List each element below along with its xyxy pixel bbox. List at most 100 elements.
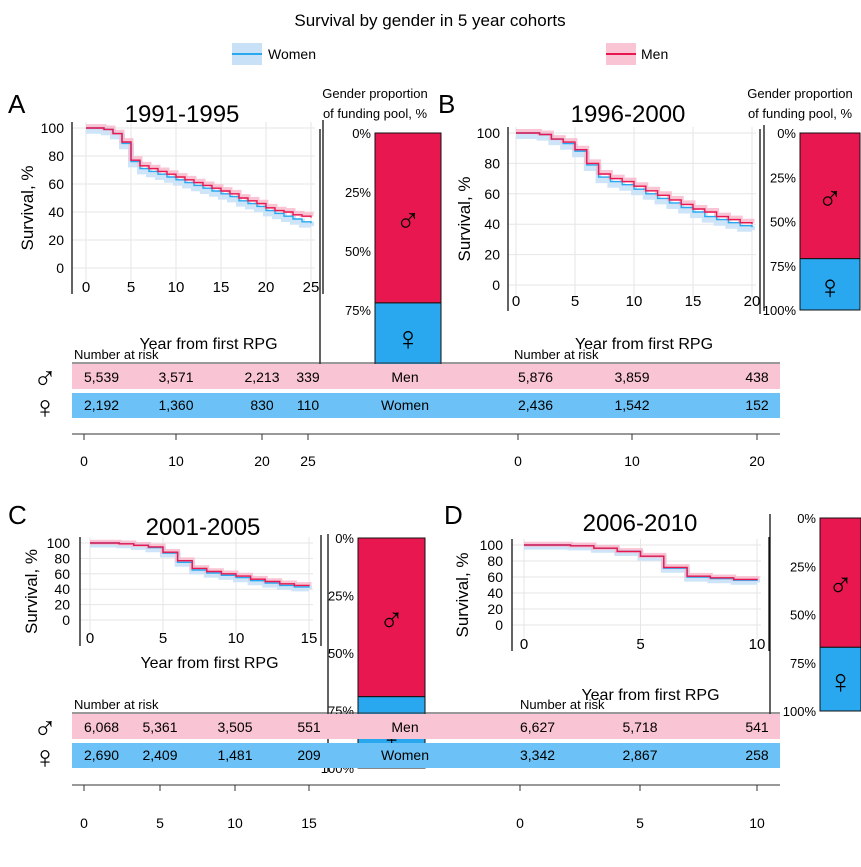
x-tick-label: 10 (228, 630, 245, 647)
legend-women-label: Women (268, 46, 316, 62)
panel-cohort-title: 1991-1995 (125, 101, 240, 128)
male-symbol: ♂ (817, 180, 843, 218)
risk-axis-tick-label: 10 (168, 453, 184, 469)
risk-table-2: ♂♀ Men Women Number at risk 6,068 5,361 3,505 5… (33, 697, 780, 831)
men-ci-band (524, 541, 760, 582)
y-tick-label: 60 (48, 176, 64, 192)
risk-row-women-label: Women (381, 397, 429, 413)
proportion-label: of funding pool, % (323, 106, 428, 121)
risk-cell-men: 541 (745, 719, 769, 735)
x-axis-label: Year from first RPG (575, 336, 713, 353)
panel-cohort-title: 1996-2000 (571, 101, 686, 128)
y-tick-label: 20 (487, 601, 503, 617)
x-tick-label: 20 (258, 279, 275, 296)
proportion-tick-label: 0% (777, 126, 796, 141)
panel-a: A 1991-1995 0 5 10 15 20 25 0 20 40 60 80 100 Year fro… (8, 86, 442, 377)
risk-row-women-label: Women (381, 747, 429, 763)
x-tick-label: 5 (127, 279, 135, 296)
risk-cell-men: 551 (297, 719, 321, 735)
y-axis-label: Survival, % (453, 552, 472, 637)
y-axis-label: Survival, % (22, 549, 41, 634)
female-symbol: ♀ (828, 663, 854, 701)
risk-cell-men: 438 (745, 369, 769, 385)
x-axis-label: Year from first RPG (140, 655, 278, 672)
y-tick-label: 100 (480, 537, 504, 553)
y-tick-label: 80 (54, 550, 70, 566)
x-tick-label: 10 (749, 636, 766, 653)
risk-row-men-label: Men (391, 369, 418, 385)
risk-cell-men: 5,718 (622, 719, 657, 735)
risk-cell-men: 5,539 (84, 369, 119, 385)
female-symbol: ♀ (817, 268, 843, 306)
x-tick-label: 5 (159, 630, 167, 647)
panel-letter: A (8, 89, 26, 119)
y-tick-label: 20 (484, 247, 500, 263)
x-tick-label: 15 (301, 630, 318, 647)
risk-cell-women: 1,360 (158, 397, 193, 413)
panel-letter: B (438, 89, 455, 119)
risk-cell-women: 2,409 (142, 747, 177, 763)
proportion-men-segment (819, 517, 861, 648)
risk-axis-tick-label: 15 (301, 815, 317, 831)
male-symbol: ♂ (828, 567, 854, 605)
male-symbol: ♂ (33, 710, 57, 746)
y-tick-label: 60 (484, 186, 500, 202)
proportion-tick-label: 0% (335, 531, 354, 546)
risk-row-men-bg (72, 364, 780, 389)
y-tick-label: 40 (487, 585, 503, 601)
proportion-tick-label: 75% (345, 303, 371, 318)
x-tick-label: 5 (636, 636, 644, 653)
x-tick-label: 0 (512, 293, 520, 310)
x-tick-label: 15 (685, 293, 702, 310)
risk-cell-women: 2,867 (622, 747, 657, 763)
y-tick-label: 0 (492, 277, 500, 293)
risk-cell-women: 3,342 (520, 747, 555, 763)
x-tick-label: 15 (213, 279, 230, 296)
risk-cell-women: 209 (297, 747, 321, 763)
proportion-tick-label: 50% (770, 215, 796, 230)
panel-cohort-title: 2001-2005 (146, 514, 261, 541)
risk-axis-tick-label: 5 (636, 815, 644, 831)
series-men-line (516, 132, 753, 225)
panel-letter: D (444, 500, 463, 530)
y-tick-label: 80 (487, 553, 503, 569)
proportion-women-segment (819, 646, 861, 712)
legend: Women Men (232, 43, 668, 65)
risk-cell-men: 5,361 (142, 719, 177, 735)
risk-cell-men: 6,627 (520, 719, 555, 735)
proportion-tick-label: 25% (790, 559, 816, 574)
risk-cell-women: 830 (250, 397, 274, 413)
panel-cohort-title: 2006-2010 (583, 510, 698, 537)
proportion-label: Gender proportion (747, 86, 853, 101)
risk-row-men-label: Men (391, 719, 418, 735)
x-tick-label: 0 (86, 630, 94, 647)
risk-cell-women: 152 (745, 397, 769, 413)
y-tick-label: 20 (54, 597, 70, 613)
risk-axis-tick-label: 0 (80, 453, 88, 469)
y-tick-label: 40 (48, 204, 64, 220)
y-tick-label: 100 (47, 535, 71, 551)
risk-cell-men: 5,876 (518, 369, 553, 385)
proportion-tick-label: 0% (797, 511, 816, 526)
number-at-risk-label: Number at risk (520, 697, 605, 712)
risk-row-women-bg (72, 393, 780, 418)
y-tick-label: 20 (48, 232, 64, 248)
series-men-line (86, 127, 312, 218)
x-tick-label: 10 (626, 293, 643, 310)
proportion-tick-label: 100% (783, 704, 817, 719)
x-tick-label: 0 (82, 279, 90, 296)
y-axis-label: Survival, % (455, 176, 474, 261)
risk-cell-women: 1,481 (217, 747, 252, 763)
x-tick-label: 0 (520, 636, 528, 653)
risk-axis-tick-label: 25 (300, 453, 316, 469)
risk-cell-men: 3,505 (217, 719, 252, 735)
risk-cell-men: 6,068 (84, 719, 119, 735)
series-men-line (90, 542, 310, 587)
proportion-tick-label: 75% (790, 656, 816, 671)
proportion-women-segment (799, 258, 861, 311)
y-tick-label: 100 (41, 120, 65, 136)
